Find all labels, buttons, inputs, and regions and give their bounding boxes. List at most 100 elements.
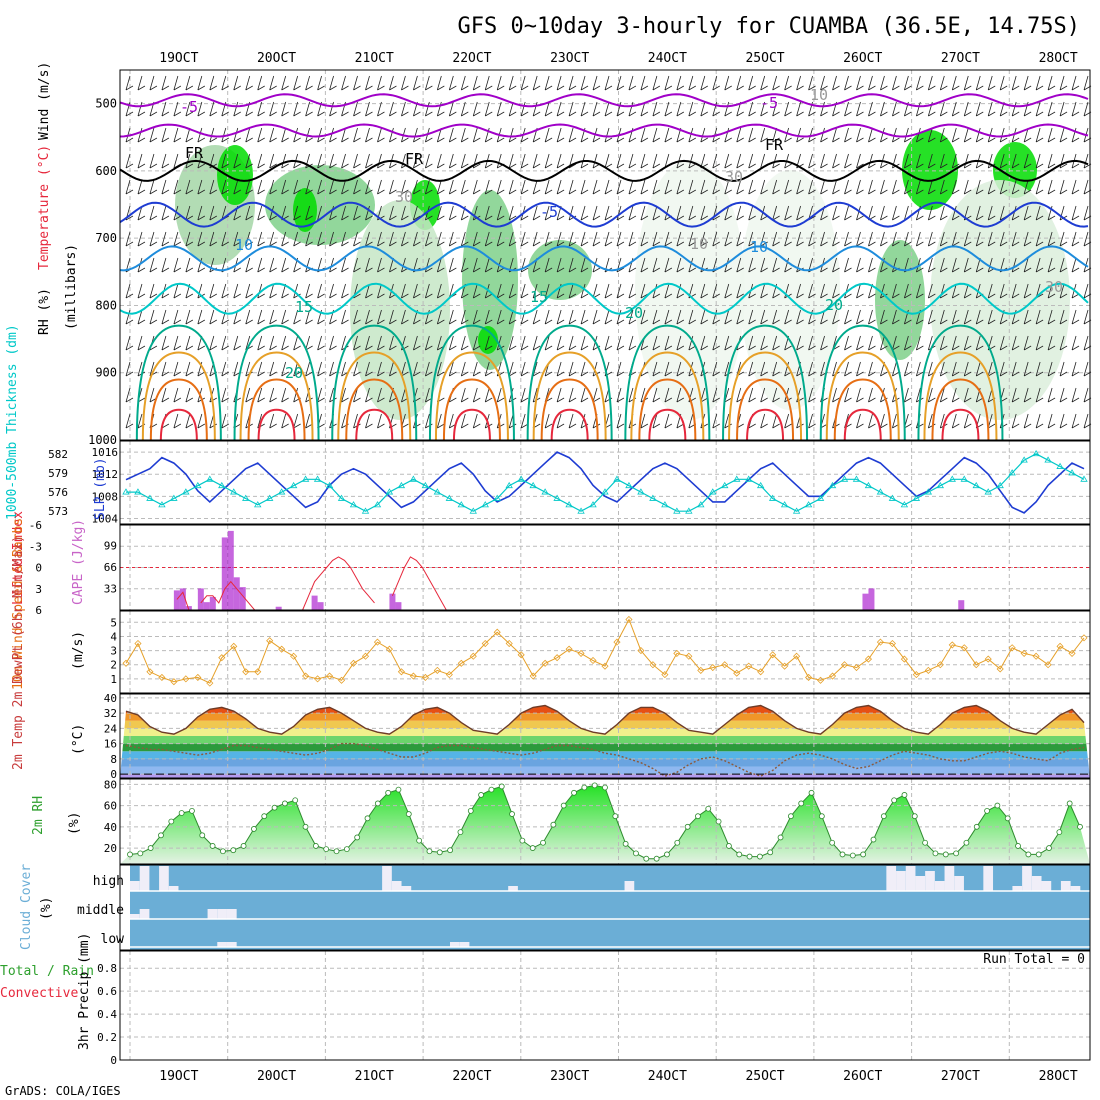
rh-marker (787, 813, 794, 820)
wind-barb (257, 179, 265, 195)
wind-barb (245, 153, 253, 169)
thickness-marker (493, 494, 501, 501)
wind-speed-marker (757, 668, 765, 676)
wind-barb (460, 387, 469, 403)
wind-barb (892, 309, 900, 325)
date-label-bottom: 27OCT (941, 1069, 980, 1084)
wind-barb (317, 335, 325, 351)
li-tick: 6 (35, 604, 42, 617)
wind-barb (856, 75, 864, 91)
wind-barb (137, 127, 146, 143)
wind-barb (472, 387, 481, 403)
rh-shading (930, 180, 1070, 420)
wind-barb (365, 205, 373, 221)
wind-barb (604, 205, 613, 221)
wind-barb (927, 309, 936, 325)
wind-barb (856, 283, 864, 299)
wind-barb (999, 231, 1008, 247)
wind-barb (472, 283, 481, 299)
rh-marker (488, 786, 495, 793)
wind-speed-marker (864, 655, 873, 663)
wind-barb (700, 101, 709, 117)
wind-tick: 4 (110, 630, 117, 643)
wind-barb (580, 335, 589, 351)
wind-barb (568, 127, 577, 143)
wind-speed-marker (637, 647, 645, 655)
contour-warm (843, 408, 882, 441)
wind-barb (424, 413, 433, 429)
rh-marker (746, 853, 753, 860)
wind-barb (173, 283, 182, 299)
wind-barb (568, 335, 577, 351)
rh-tick: 80 (104, 778, 117, 791)
wind-barb (305, 101, 313, 117)
wind-barb (963, 101, 972, 117)
rh-marker (271, 804, 278, 811)
wind-barb (365, 283, 373, 299)
wind-barb (820, 153, 828, 169)
wind-barb (640, 413, 649, 429)
date-label-bottom: 20OCT (257, 1069, 296, 1084)
wind-barb (1035, 179, 1044, 195)
wind-barb (688, 231, 697, 247)
thickness-marker (637, 488, 645, 495)
thickness-marker (385, 488, 394, 495)
wind-barb (1047, 413, 1056, 429)
contour-warm (135, 324, 222, 441)
wind-barb (915, 75, 924, 91)
wind-barb (987, 101, 996, 117)
thickness-marker (876, 488, 885, 495)
wind-barb (1035, 309, 1044, 325)
wind-barb (903, 179, 912, 195)
wind-barb (832, 75, 840, 91)
pressure-tick: 700 (95, 231, 117, 245)
rh-marker (333, 848, 340, 855)
cloud-cell-middle (226, 909, 237, 919)
wind-barb (640, 309, 649, 325)
wind-barb (676, 75, 685, 91)
wind-barb (736, 205, 744, 221)
wind-barb (149, 205, 158, 221)
wind-speed-marker (349, 659, 358, 667)
wind-barb (951, 101, 960, 117)
rh-marker (1077, 823, 1083, 830)
wind-barb (880, 205, 888, 221)
wind-barb (951, 153, 960, 169)
wind-barb (305, 75, 313, 91)
wind-barb (712, 75, 720, 91)
contour-warm (624, 324, 711, 441)
wind-barb (724, 283, 732, 299)
wind-barb (736, 127, 744, 143)
wind-barb (856, 413, 864, 429)
wind-barb (257, 309, 265, 325)
thickness-marker (780, 501, 789, 508)
wind-barb (1071, 387, 1080, 403)
wind-barb (628, 179, 637, 195)
rh-marker (509, 811, 515, 817)
wind-barb (377, 309, 385, 325)
wind-barb (760, 257, 768, 273)
wind-barb (269, 153, 277, 169)
wind-barb (137, 179, 146, 195)
wind-barb (448, 205, 457, 221)
wind-barb (436, 361, 445, 377)
wind-barb (868, 387, 876, 403)
wind-barb (1023, 179, 1032, 195)
wind-tick: 3 (110, 645, 117, 658)
wind-barb (197, 231, 206, 247)
wind-barb (784, 231, 792, 247)
chart-title: GFS 0~10day 3-hourly for CUAMBA (36.5E, … (457, 14, 1080, 39)
rh-marker (1066, 800, 1073, 807)
rh-marker (1004, 815, 1011, 822)
wind-barb (305, 179, 313, 195)
wind-barb (293, 179, 301, 195)
wind-barb (353, 231, 361, 247)
wind-barb (377, 153, 385, 169)
wind-barb (951, 413, 960, 429)
wind-barb (556, 179, 565, 195)
pressure-tick: 900 (95, 366, 117, 380)
wind-barb (856, 257, 864, 273)
wind-barb (915, 179, 924, 195)
wind-barb (125, 387, 134, 403)
wind-barb (293, 413, 301, 429)
